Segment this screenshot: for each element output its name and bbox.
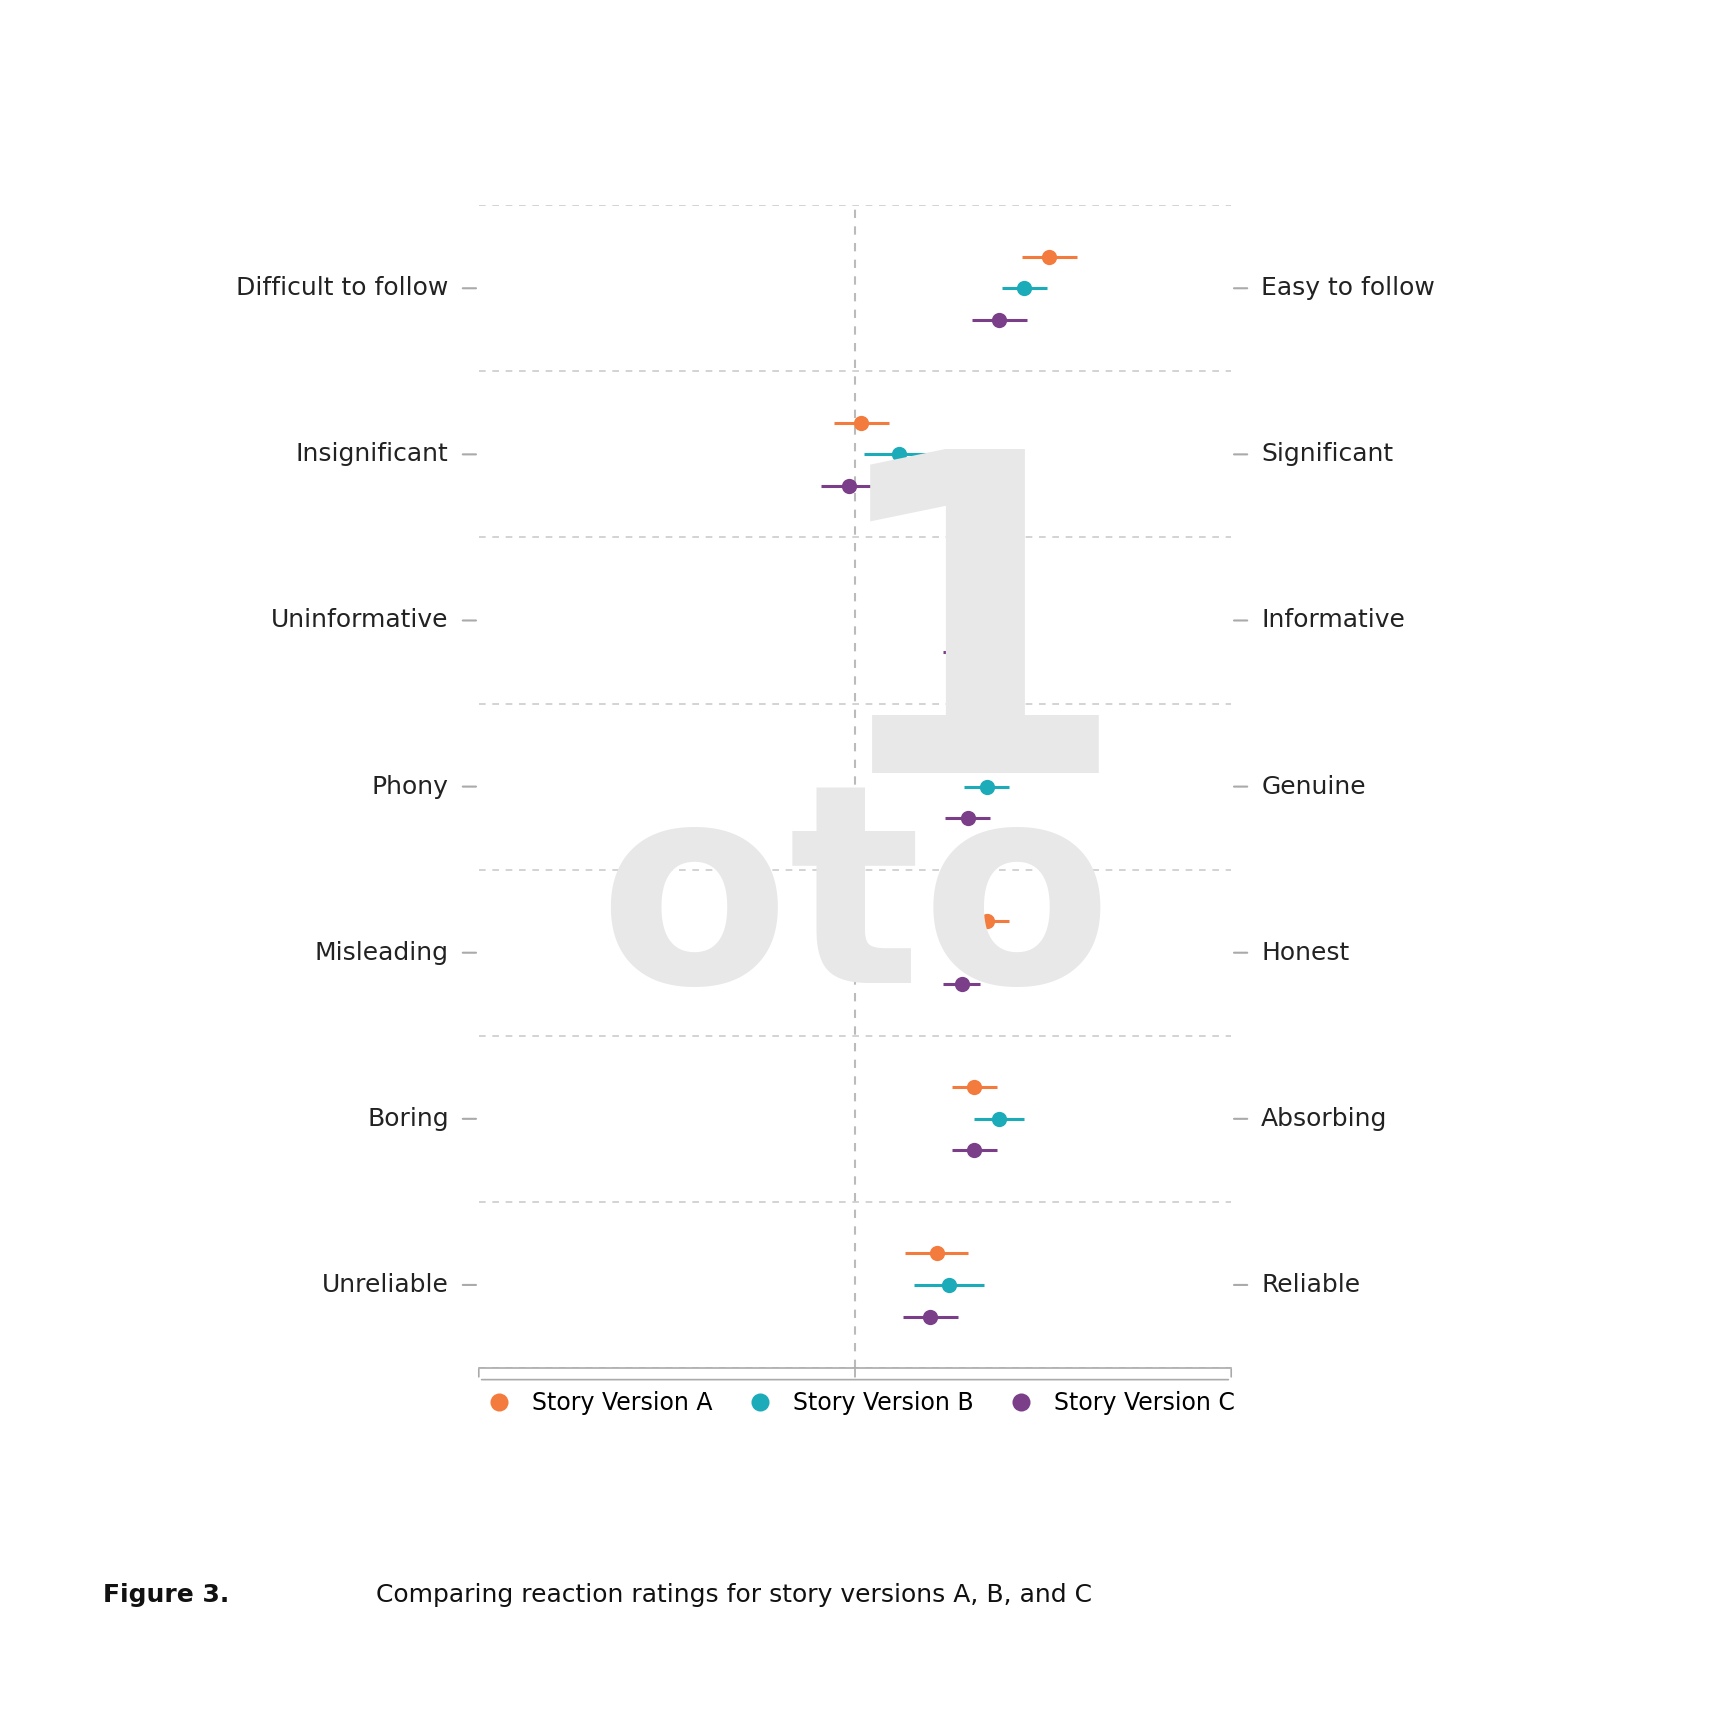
Text: Informative: Informative [1262,609,1406,633]
Text: Absorbing: Absorbing [1262,1106,1389,1130]
Text: Honest: Honest [1262,941,1349,964]
Legend: Story Version A, Story Version B, Story Version C: Story Version A, Story Version B, Story … [465,1382,1245,1424]
Text: Figure 3.: Figure 3. [103,1583,229,1607]
Text: Significant: Significant [1262,443,1394,467]
Text: Easy to follow: Easy to follow [1262,277,1435,301]
Text: Unreliable: Unreliable [321,1272,448,1296]
Text: Boring: Boring [368,1106,448,1130]
Text: Difficult to follow: Difficult to follow [236,277,448,301]
Text: Genuine: Genuine [1262,775,1366,799]
Text: Misleading: Misleading [315,941,448,964]
Text: Phony: Phony [371,775,448,799]
Text: Uninformative: Uninformative [272,609,448,633]
Text: 1: 1 [821,434,1129,865]
Text: oto: oto [598,771,1112,1041]
Text: Insignificant: Insignificant [296,443,448,467]
Text: Comparing reaction ratings for story versions A, B, and C: Comparing reaction ratings for story ver… [376,1583,1093,1607]
Text: Reliable: Reliable [1262,1272,1361,1296]
